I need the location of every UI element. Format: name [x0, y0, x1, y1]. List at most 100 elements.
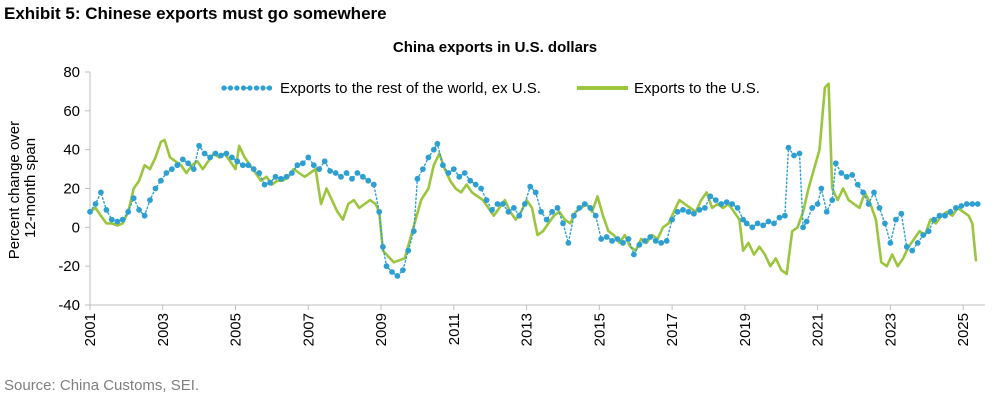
point-rest-of-world	[532, 189, 539, 196]
point-rest-of-world	[136, 207, 143, 213]
point-rest-of-world	[625, 236, 632, 242]
legend-marker-dot	[240, 85, 247, 91]
point-rest-of-world	[256, 170, 263, 176]
point-rest-of-world	[365, 177, 372, 184]
point-rest-of-world	[565, 240, 572, 246]
point-rest-of-world	[974, 201, 981, 207]
point-rest-of-world	[174, 162, 181, 169]
point-rest-of-world	[119, 216, 126, 223]
point-rest-of-world	[185, 160, 192, 167]
point-rest-of-world	[410, 228, 417, 235]
point-rest-of-world	[456, 173, 463, 180]
point-rest-of-world	[405, 247, 412, 254]
point-rest-of-world	[234, 158, 241, 165]
point-rest-of-world	[641, 238, 648, 244]
exhibit-title: Exhibit 5: Chinese exports must go somew…	[4, 4, 387, 23]
point-rest-of-world	[349, 175, 355, 182]
point-rest-of-world	[327, 168, 333, 174]
point-rest-of-world	[98, 189, 104, 196]
point-rest-of-world	[647, 234, 654, 240]
point-rest-of-world	[925, 228, 932, 235]
source-note: Source: China Customs, SEI.	[4, 377, 200, 394]
point-rest-of-world	[420, 166, 426, 173]
point-rest-of-world	[223, 150, 230, 157]
x-tick-label: 2001	[82, 313, 99, 346]
point-rest-of-world	[380, 243, 386, 250]
point-rest-of-world	[636, 241, 643, 248]
point-rest-of-world	[511, 205, 517, 211]
point-rest-of-world	[931, 216, 937, 223]
point-rest-of-world	[516, 212, 523, 219]
point-rest-of-world	[893, 216, 899, 223]
point-rest-of-world	[267, 179, 273, 186]
point-rest-of-world	[494, 201, 501, 207]
point-rest-of-world	[299, 160, 306, 167]
point-rest-of-world	[283, 173, 290, 180]
point-rest-of-world	[914, 240, 921, 246]
point-rest-of-world	[239, 162, 246, 169]
point-rest-of-world	[691, 210, 697, 217]
point-rest-of-world	[969, 201, 976, 207]
point-rest-of-world	[289, 170, 295, 176]
point-rest-of-world	[549, 208, 555, 215]
point-rest-of-world	[278, 175, 284, 182]
point-rest-of-world	[500, 201, 506, 207]
point-rest-of-world	[414, 175, 421, 182]
point-rest-of-world	[576, 205, 583, 211]
point-rest-of-world	[103, 207, 110, 213]
point-rest-of-world	[147, 197, 153, 204]
point-rest-of-world	[702, 205, 708, 211]
y-tick-label: -20	[58, 258, 80, 275]
point-rest-of-world	[478, 185, 484, 192]
point-rest-of-world	[554, 205, 561, 211]
point-rest-of-world	[771, 220, 777, 227]
point-rest-of-world	[953, 205, 959, 211]
point-rest-of-world	[521, 201, 528, 207]
legend-marker-dot	[247, 85, 253, 91]
point-rest-of-world	[898, 210, 905, 217]
point-rest-of-world	[832, 160, 839, 167]
point-rest-of-world	[865, 201, 872, 207]
point-rest-of-world	[125, 208, 132, 215]
point-rest-of-world	[734, 205, 741, 211]
x-tick-label: 2019	[737, 313, 754, 346]
point-rest-of-world	[190, 166, 197, 173]
legend-marker-dot	[221, 85, 227, 91]
point-rest-of-world	[754, 220, 761, 227]
point-rest-of-world	[674, 208, 681, 215]
point-rest-of-world	[581, 201, 588, 207]
point-rest-of-world	[696, 207, 703, 213]
point-rest-of-world	[796, 150, 803, 157]
point-rest-of-world	[743, 220, 750, 227]
point-rest-of-world	[712, 197, 719, 204]
point-rest-of-world	[489, 207, 495, 213]
point-rest-of-world	[814, 201, 821, 207]
point-rest-of-world	[483, 197, 490, 204]
point-rest-of-world	[942, 212, 948, 219]
point-rest-of-world	[707, 193, 714, 200]
y-tick-label: 60	[63, 103, 80, 120]
y-axis-title-line-2: 12-month span	[22, 138, 39, 238]
point-rest-of-world	[141, 212, 148, 219]
point-rest-of-world	[620, 240, 626, 246]
point-rest-of-world	[338, 173, 344, 180]
point-rest-of-world	[823, 208, 830, 215]
point-rest-of-world	[587, 205, 594, 211]
point-rest-of-world	[785, 144, 792, 151]
x-tick-label: 2005	[228, 313, 245, 346]
point-rest-of-world	[871, 189, 877, 196]
x-tick-label: 2023	[882, 313, 899, 346]
point-rest-of-world	[321, 158, 328, 165]
point-rest-of-world	[87, 208, 93, 215]
chart-title: China exports in U.S. dollars	[393, 39, 597, 56]
point-rest-of-world	[936, 212, 943, 219]
point-rest-of-world	[631, 251, 637, 258]
point-rest-of-world	[958, 203, 965, 209]
point-rest-of-world	[658, 240, 665, 246]
point-rest-of-world	[250, 166, 257, 173]
point-rest-of-world	[598, 236, 605, 242]
point-rest-of-world	[360, 173, 366, 180]
x-tick-label: 2003	[155, 313, 172, 346]
x-tick-label: 2021	[810, 313, 827, 346]
point-rest-of-world	[245, 162, 252, 169]
